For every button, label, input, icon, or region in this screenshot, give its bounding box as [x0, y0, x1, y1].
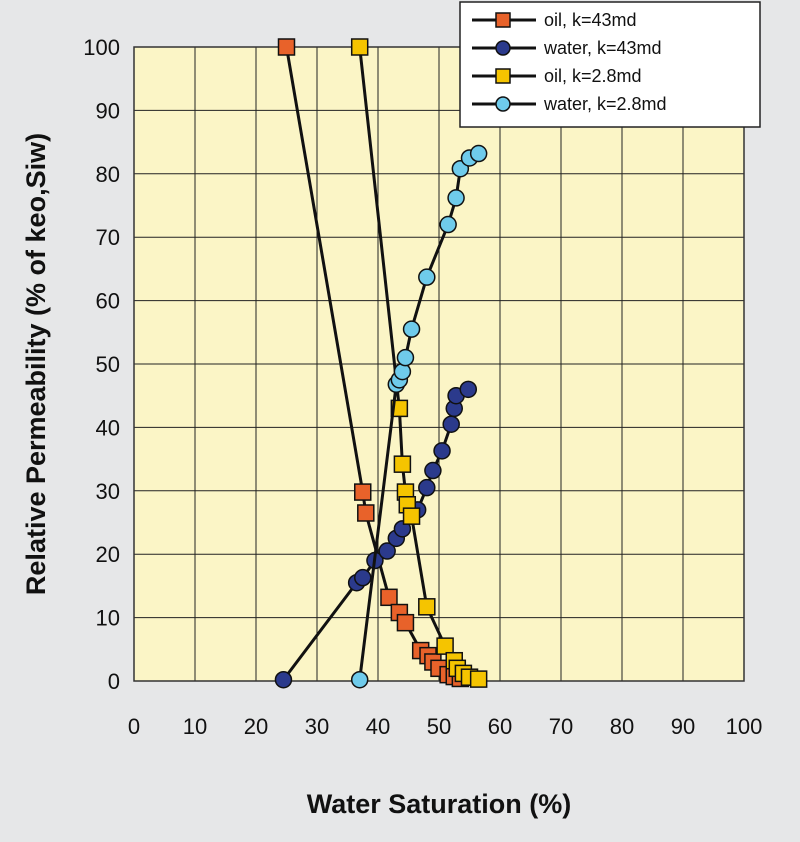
data-point	[418, 598, 436, 616]
x-tick-label: 20	[244, 714, 268, 739]
y-tick-label: 60	[96, 289, 120, 314]
data-point	[396, 348, 415, 367]
series-layer	[274, 38, 488, 689]
x-tick-label: 10	[183, 714, 207, 739]
legend: oil, k=43md water, k=43md oil, k=2.8md wate…	[459, 1, 761, 128]
legend-entry: oil, k=43md	[472, 10, 637, 30]
y-tick-label: 0	[108, 669, 120, 694]
data-point	[393, 455, 412, 473]
data-point	[402, 320, 421, 338]
y-tick-label: 80	[96, 162, 120, 187]
y-tick-label: 90	[96, 98, 120, 123]
legend-label: water, k=43md	[543, 38, 662, 58]
x-axis-ticks: 0 10 20 30 40 50 60 70 80 90 100	[128, 714, 762, 739]
data-point	[380, 588, 398, 607]
data-point	[439, 215, 457, 234]
data-point	[274, 670, 293, 689]
series-1	[277, 38, 470, 688]
legend-marker	[495, 68, 511, 84]
data-point	[469, 670, 488, 688]
legend-entry: water, k=43md	[472, 38, 662, 58]
y-tick-label: 100	[83, 35, 120, 60]
legend-marker	[495, 12, 511, 28]
data-point	[402, 507, 421, 525]
legend-entry: water, k=2.8md	[472, 94, 667, 114]
x-tick-label: 70	[549, 714, 573, 739]
legend-label: oil, k=2.8md	[544, 66, 642, 86]
data-point	[447, 189, 465, 207]
data-point	[418, 268, 436, 286]
data-point	[354, 483, 372, 501]
data-point	[424, 461, 442, 480]
data-point	[357, 504, 375, 522]
data-point	[350, 670, 369, 689]
data-point	[433, 442, 451, 460]
series-4	[350, 144, 488, 689]
y-tick-label: 40	[96, 415, 120, 440]
series-3	[350, 38, 488, 688]
legend-label: water, k=2.8md	[543, 94, 667, 114]
y-tick-label: 10	[96, 606, 120, 631]
legend-label: oil, k=43md	[544, 10, 637, 30]
y-tick-label: 30	[96, 479, 120, 504]
x-tick-label: 30	[305, 714, 329, 739]
data-point	[396, 613, 415, 632]
data-point	[390, 399, 409, 418]
x-tick-label: 90	[671, 714, 695, 739]
legend-entry: oil, k=2.8md	[472, 66, 642, 86]
data-point	[442, 415, 460, 433]
data-point	[277, 38, 296, 56]
data-point	[378, 542, 396, 560]
data-point	[350, 38, 369, 56]
x-tick-label: 80	[610, 714, 634, 739]
x-tick-label: 100	[726, 714, 763, 739]
x-tick-label: 50	[427, 714, 451, 739]
legend-marker	[495, 40, 511, 56]
y-axis-ticks: 0 10 20 30 40 50 60 70 80 90 100	[83, 35, 120, 694]
x-tick-label: 0	[128, 714, 140, 739]
data-point	[469, 144, 488, 163]
x-tick-label: 60	[488, 714, 512, 739]
plot-border	[133, 46, 745, 682]
y-tick-label: 20	[96, 542, 120, 567]
x-axis-title: Water Saturation (%)	[307, 789, 572, 819]
y-tick-label: 50	[96, 352, 120, 377]
x-tick-label: 40	[366, 714, 390, 739]
y-tick-label: 70	[96, 225, 120, 250]
y-axis-title: Relative Permeability (% of keo,Siw)	[21, 133, 51, 595]
data-point	[436, 637, 454, 655]
legend-marker	[495, 96, 511, 112]
data-point	[418, 478, 436, 497]
data-point	[459, 380, 478, 399]
data-point	[354, 568, 372, 587]
